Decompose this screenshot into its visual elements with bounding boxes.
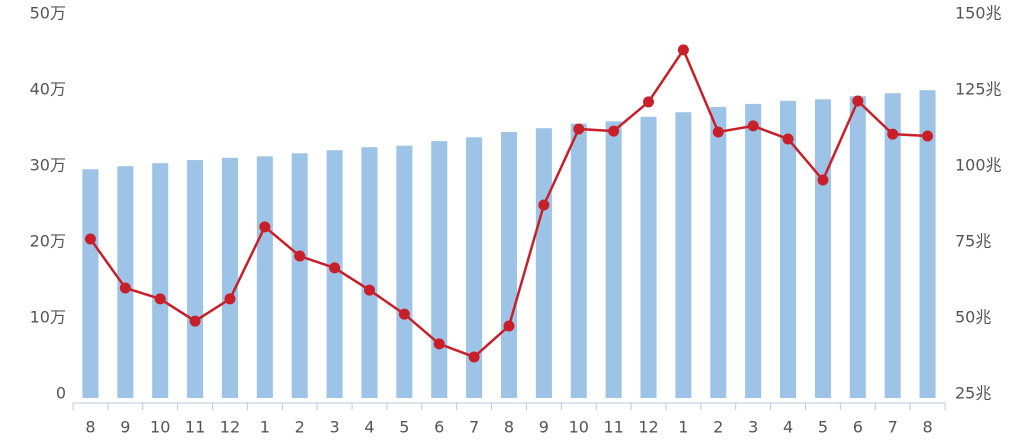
bar [884, 93, 901, 399]
line-point [363, 284, 375, 296]
line-point [84, 233, 96, 245]
line-point [677, 44, 689, 56]
x-tick-label: 5 [399, 418, 409, 437]
x-tick-label: 10 [150, 418, 170, 437]
line-point [154, 293, 166, 305]
y2-tick-label: 75兆 [955, 232, 991, 251]
y2-tick-label: 150兆 [955, 4, 1002, 23]
bar [570, 123, 587, 398]
bar [82, 169, 99, 398]
bar [256, 156, 273, 398]
bar [745, 103, 762, 398]
x-tick-label: 11 [185, 418, 205, 437]
x-tick-label: 5 [818, 418, 828, 437]
y-tick-label: 50万 [30, 4, 66, 23]
line-point [259, 221, 271, 233]
y-tick-label: 0 [56, 384, 66, 403]
x-tick-label: 6 [853, 418, 863, 437]
bar [117, 166, 134, 398]
line-point [119, 282, 131, 294]
bar [396, 145, 413, 398]
bar [640, 116, 657, 399]
bar [466, 137, 483, 398]
x-tick-label: 12 [638, 418, 658, 437]
y-tick-label: 40万 [30, 80, 66, 99]
line-point [398, 308, 410, 320]
x-tick-label: 1 [260, 418, 270, 437]
y2-tick-label: 100兆 [955, 156, 1002, 175]
x-tick-label: 4 [364, 418, 374, 437]
y-tick-label: 30万 [30, 156, 66, 175]
line-point [189, 315, 201, 327]
bar [675, 112, 692, 399]
x-tick-label: 10 [569, 418, 589, 437]
x-tick-label: 7 [888, 418, 898, 437]
bar [500, 132, 518, 398]
bar [152, 163, 169, 398]
bar [710, 106, 727, 399]
y-tick-label: 10万 [30, 308, 66, 327]
line-point [643, 96, 655, 108]
x-tick-label: 11 [603, 418, 623, 437]
bar [814, 99, 831, 398]
bar [919, 90, 936, 398]
x-tick-label: 12 [220, 418, 240, 437]
line-point [608, 125, 620, 137]
bar [431, 141, 448, 398]
x-tick-label: 9 [539, 418, 549, 437]
line-point [294, 250, 306, 262]
bar [780, 100, 797, 398]
line-point [782, 133, 794, 145]
line-point [817, 174, 829, 186]
x-tick-label: 2 [713, 418, 723, 437]
line-point [922, 130, 934, 142]
bar [326, 150, 343, 398]
x-tick-label: 2 [295, 418, 305, 437]
bar [849, 96, 866, 398]
bar [291, 153, 308, 398]
x-tick-label: 4 [783, 418, 793, 437]
bar [361, 147, 378, 398]
bar [221, 157, 238, 398]
bar [187, 160, 204, 398]
line-point [887, 128, 899, 140]
line-point [224, 293, 236, 305]
x-tick-label: 3 [748, 418, 758, 437]
x-tick-label: 3 [330, 418, 340, 437]
x-tick-label: 9 [120, 418, 130, 437]
line-point [573, 123, 585, 135]
line-point [329, 262, 341, 274]
line-point [433, 338, 445, 350]
line-point [747, 120, 759, 132]
x-tick-label: 8 [922, 418, 932, 437]
line-point [538, 199, 550, 211]
line-point [468, 351, 480, 363]
line-point [712, 126, 724, 138]
line-point [852, 95, 864, 107]
x-tick-label: 1 [678, 418, 688, 437]
y-tick-label: 20万 [30, 232, 66, 251]
line-point [503, 320, 515, 332]
y2-tick-label: 125兆 [955, 80, 1002, 99]
bar [605, 121, 622, 399]
y2-tick-label: 50兆 [955, 308, 991, 327]
x-tick-label: 6 [434, 418, 444, 437]
y2-tick-label: 25兆 [955, 384, 991, 403]
bar [535, 128, 552, 398]
x-tick-label: 8 [504, 418, 514, 437]
x-tick-label: 8 [85, 418, 95, 437]
x-tick-label: 7 [469, 418, 479, 437]
